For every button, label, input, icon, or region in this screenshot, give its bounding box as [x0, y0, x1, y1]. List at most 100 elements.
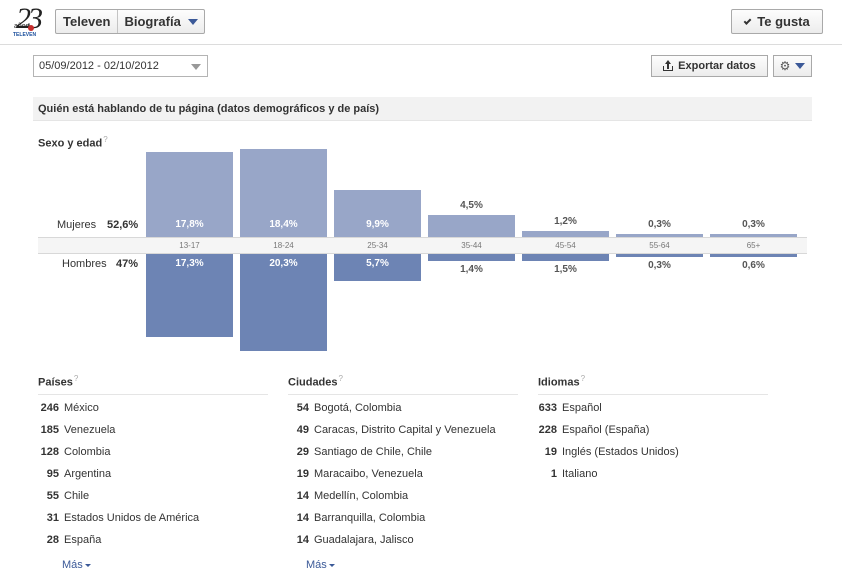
female-bar-35-44: [428, 215, 515, 237]
male-bar-45-54: [522, 254, 609, 261]
item-count: 128: [40, 445, 59, 458]
item-count: 54: [296, 401, 309, 414]
item-name: Caracas, Distrito Capital y Venezuela: [314, 423, 496, 436]
item-count: 633: [538, 401, 557, 414]
help-icon[interactable]: ?: [580, 374, 586, 383]
item-count: 14: [296, 533, 309, 546]
list-item[interactable]: 95 Argentina: [38, 463, 268, 485]
countries-more-link[interactable]: Más: [62, 559, 91, 571]
female-bar-13-17: [146, 152, 233, 237]
televen-logo[interactable]: 23 años TELEVEN: [12, 2, 48, 38]
item-count: 95: [46, 467, 59, 480]
gender-age-title: Sexo y edad?: [38, 135, 108, 150]
item-name: Italiano: [562, 467, 598, 480]
item-count: 19: [544, 445, 557, 458]
gender-age-chart: Mujeres 52,6% Hombres 47% 17,8% 17,3% 13-1…: [38, 149, 807, 351]
help-icon[interactable]: ?: [338, 374, 343, 383]
page-switcher: Televen Biografía: [55, 9, 205, 34]
male-value-label: 0,6%: [742, 260, 765, 271]
item-count: 29: [296, 445, 309, 458]
list-item[interactable]: 28 España: [38, 529, 268, 551]
date-range-value: 05/09/2012 - 02/10/2012: [39, 60, 159, 72]
languages-column: Idiomas? 633 Español 228 Español (España) 19…: [538, 374, 768, 485]
item-count: 31: [46, 511, 59, 524]
countries-title: Países?: [38, 374, 268, 395]
age-tick-label: 25-34: [367, 241, 388, 250]
item-count: 14: [296, 511, 309, 524]
top-bar: 23 años TELEVEN Televen Biografía Te gus…: [0, 0, 842, 45]
female-value-label: 4,5%: [460, 200, 483, 211]
female-value-label: 0,3%: [648, 219, 671, 230]
list-item[interactable]: 14 Medellín, Colombia: [288, 485, 518, 507]
chevron-down-icon: [191, 64, 201, 70]
item-name: Chile: [64, 489, 90, 502]
list-item[interactable]: 19 Maracaibo, Venezuela: [288, 463, 518, 485]
item-name: Inglés (Estados Unidos): [562, 445, 679, 458]
list-item[interactable]: 29 Santiago de Chile, Chile: [288, 441, 518, 463]
countries-column: Países? 246 México 185 Venezuela 128 Colombia…: [38, 374, 268, 551]
women-total: 52,6%: [107, 219, 139, 231]
item-name: México: [64, 401, 99, 414]
export-data-button[interactable]: Exportar datos: [651, 55, 768, 77]
list-item[interactable]: 185 Venezuela: [38, 419, 268, 441]
list-item[interactable]: 49 Caracas, Distrito Capital y Venezuela: [288, 419, 518, 441]
male-value-label: 1,5%: [554, 264, 577, 275]
date-range-select[interactable]: 05/09/2012 - 02/10/2012: [33, 55, 208, 77]
list-item[interactable]: 19 Inglés (Estados Unidos): [538, 441, 768, 463]
male-bar-65+: [710, 254, 797, 257]
page-name-button[interactable]: Televen: [56, 10, 119, 33]
list-item[interactable]: 246 México: [38, 397, 268, 419]
logo-small-text: años: [14, 23, 30, 30]
cities-title: Ciudades?: [288, 374, 518, 395]
item-count: 1: [550, 467, 557, 480]
like-button-label: Te gusta: [757, 14, 810, 29]
male-bar-35-44: [428, 254, 515, 261]
item-count: 246: [40, 401, 59, 414]
item-count: 49: [296, 423, 309, 436]
male-value-label: 5,7%: [366, 258, 389, 269]
help-icon[interactable]: ?: [103, 135, 108, 144]
section-header: Quién está hablando de tu página (datos …: [33, 97, 812, 121]
export-icon: [663, 60, 674, 71]
list-item[interactable]: 228 Español (España): [538, 419, 768, 441]
languages-title: Idiomas?: [538, 374, 768, 395]
female-value-label: 18,4%: [269, 219, 298, 230]
list-item[interactable]: 128 Colombia: [38, 441, 268, 463]
like-button[interactable]: Te gusta: [731, 9, 823, 34]
male-bar-25-34: [334, 254, 421, 281]
women-label: Mujeres: [57, 219, 97, 231]
item-count: 228: [538, 423, 557, 436]
male-value-label: 20,3%: [269, 258, 298, 269]
item-count: 14: [296, 489, 309, 502]
list-item[interactable]: 1 Italiano: [538, 463, 768, 485]
chevron-down-icon: [84, 563, 91, 567]
item-name: Estados Unidos de América: [64, 511, 200, 524]
item-name: Español: [562, 401, 602, 414]
list-item[interactable]: 54 Bogotá, Colombia: [288, 397, 518, 419]
item-count: 55: [46, 489, 59, 502]
item-count: 185: [40, 423, 59, 436]
page-menu-label: Biografía: [124, 14, 181, 29]
female-bar-55-64: [616, 234, 703, 237]
female-bar-25-34: [334, 190, 421, 237]
item-name: Argentina: [64, 467, 112, 480]
male-value-label: 1,4%: [460, 264, 483, 275]
page-menu-dropdown[interactable]: Biografía: [118, 10, 203, 33]
item-name: Colombia: [64, 445, 111, 458]
men-total: 47%: [116, 258, 139, 270]
chevron-down-icon: [187, 18, 198, 25]
list-item[interactable]: 31 Estados Unidos de América: [38, 507, 268, 529]
list-item[interactable]: 633 Español: [538, 397, 768, 419]
age-tick-label: 18-24: [273, 241, 294, 250]
male-value-label: 0,3%: [648, 260, 671, 271]
list-item[interactable]: 55 Chile: [38, 485, 268, 507]
age-tick-label: 45-54: [555, 241, 576, 250]
cities-more-link[interactable]: Más: [306, 559, 335, 571]
help-icon[interactable]: ?: [73, 374, 79, 383]
settings-button[interactable]: ⚙: [773, 55, 812, 77]
list-item[interactable]: 14 Barranquilla, Colombia: [288, 507, 518, 529]
list-item[interactable]: 14 Guadalajara, Jalisco: [288, 529, 518, 551]
age-tick-label: 65+: [746, 241, 761, 250]
female-value-label: 9,9%: [366, 219, 389, 230]
male-bar-55-64: [616, 254, 703, 257]
